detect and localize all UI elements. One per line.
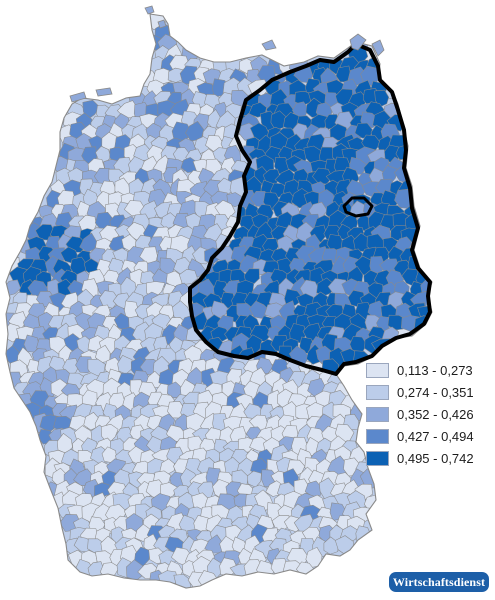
east-district-cells: [190, 44, 430, 374]
legend-swatch: [366, 407, 389, 422]
district-cell: [304, 480, 322, 497]
legend-swatch: [366, 429, 389, 444]
legend-label: 0,113 - 0,273: [397, 363, 473, 378]
district-cell: [6, 322, 22, 343]
legend-label: 0,274 - 0,351: [397, 385, 474, 400]
legend-item: 0,113 - 0,273: [366, 360, 491, 381]
legend-item: 0,495 - 0,742: [366, 448, 491, 469]
legend-swatch: [366, 385, 389, 400]
legend-label: 0,427 - 0,494: [397, 429, 474, 444]
source-badge: Wirtschaftsdienst: [389, 572, 489, 592]
legend-label: 0,495 - 0,742: [397, 451, 474, 466]
legend-item: 0,352 - 0,426: [366, 404, 491, 425]
island: [371, 39, 385, 57]
district-cell: [354, 122, 373, 139]
island: [349, 33, 367, 51]
island: [157, 19, 167, 29]
berlin-outline: [342, 196, 374, 218]
island: [144, 5, 155, 15]
former-gdr-border: [188, 42, 432, 376]
legend-item: 0,427 - 0,494: [366, 426, 491, 447]
island: [69, 91, 87, 103]
legend-label: 0,352 - 0,426: [397, 407, 474, 422]
legend-swatch: [366, 451, 389, 466]
island: [261, 39, 277, 51]
north-sea-islands: [69, 5, 385, 103]
district-cell: [99, 562, 120, 581]
legend-item: 0,274 - 0,351: [366, 382, 491, 403]
legend-swatch: [366, 363, 389, 378]
legend: 0,113 - 0,273 0,274 - 0,351 0,352 - 0,42…: [366, 360, 491, 470]
island: [95, 87, 113, 97]
district-cell: [323, 536, 339, 555]
